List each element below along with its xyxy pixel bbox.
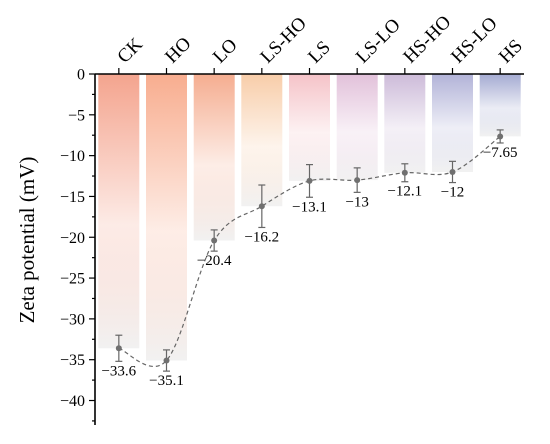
y-tick-label: −25 (60, 271, 85, 288)
data-label-ls: −13.1 (292, 199, 327, 215)
y-tick-label: −30 (60, 311, 85, 328)
bar-ho (146, 74, 187, 361)
data-label-ck: −33.6 (101, 363, 136, 379)
data-label-hs-lo: −12 (441, 185, 464, 201)
bar-ls-ho (241, 74, 283, 207)
bar-ck (98, 74, 140, 349)
data-label-hs: −7.65 (483, 145, 518, 161)
data-point (306, 177, 313, 184)
category-label-ck: CK (113, 34, 147, 68)
data-point (401, 169, 408, 176)
category-label-lo: LO (209, 35, 242, 68)
data-label-ls-ho: −16.2 (244, 230, 279, 246)
y-tick-label: −10 (60, 148, 85, 165)
y-axis-label: Zeta potential (mV) (15, 157, 39, 324)
data-point (211, 237, 218, 244)
trend-line (118, 135, 501, 368)
y-tick-label: −5 (68, 107, 85, 124)
category-label-hs-lo: HS-LO (447, 13, 501, 67)
category-label-ls: LS (304, 37, 335, 68)
bar-hs-ho (384, 74, 426, 173)
y-tick-label: −20 (60, 230, 85, 247)
data-point (115, 345, 122, 352)
data-label-lo: −20.4 (197, 253, 232, 269)
data-labels-group: −33.6 −35.1 −20.4 −16.2 −13.1 −13 −12.1 −12 −7.6… (101, 145, 517, 389)
y-tick-label: 0 (77, 67, 85, 84)
y-tick-label: −35 (60, 352, 85, 369)
bar-ls (289, 74, 330, 181)
bar-hs-lo (432, 74, 473, 172)
bar-hs (479, 74, 521, 137)
data-point (354, 177, 361, 184)
bar-lo (193, 74, 235, 241)
data-label-hs-ho: −12.1 (387, 184, 422, 200)
category-label-ho: HO (161, 33, 195, 67)
bars-group (98, 74, 521, 361)
category-label-ls-lo: LS-LO (352, 15, 405, 68)
trend-overlay (115, 129, 504, 372)
y-tick-label: −15 (60, 189, 85, 206)
y-axis: 0 −5 −10 −15 −20 −25 −30 −35 −40 (60, 67, 96, 425)
category-label-hs: HS (495, 36, 527, 68)
category-label-hs-ho: HS-HO (399, 12, 455, 68)
bar-ls-lo (336, 74, 378, 181)
data-label-ho: −35.1 (149, 373, 184, 389)
data-label-ls-lo: −13 (345, 194, 368, 210)
data-point (163, 357, 170, 364)
category-label-ls-ho: LS-HO (256, 13, 310, 67)
data-point (497, 133, 504, 140)
data-point (449, 168, 456, 175)
data-point (258, 203, 265, 210)
y-tick-label: −40 (60, 393, 85, 410)
